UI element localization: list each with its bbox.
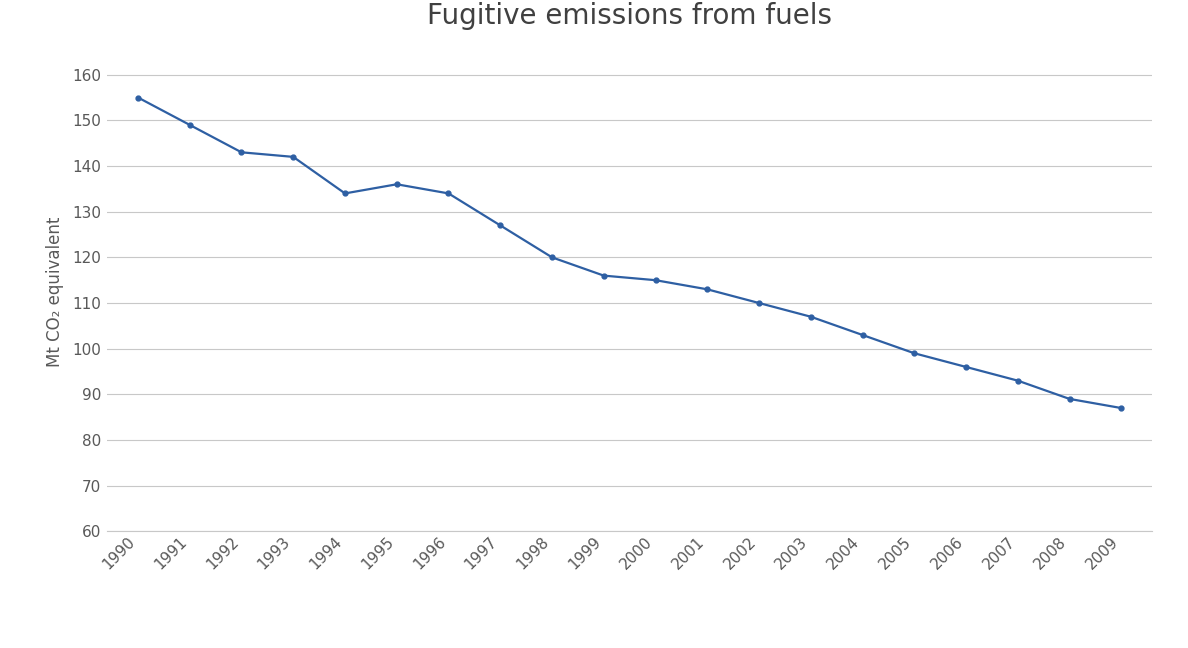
Y-axis label: Mt CO₂ equivalent: Mt CO₂ equivalent: [46, 216, 64, 367]
Title: Fugitive emissions from fuels: Fugitive emissions from fuels: [428, 2, 832, 30]
